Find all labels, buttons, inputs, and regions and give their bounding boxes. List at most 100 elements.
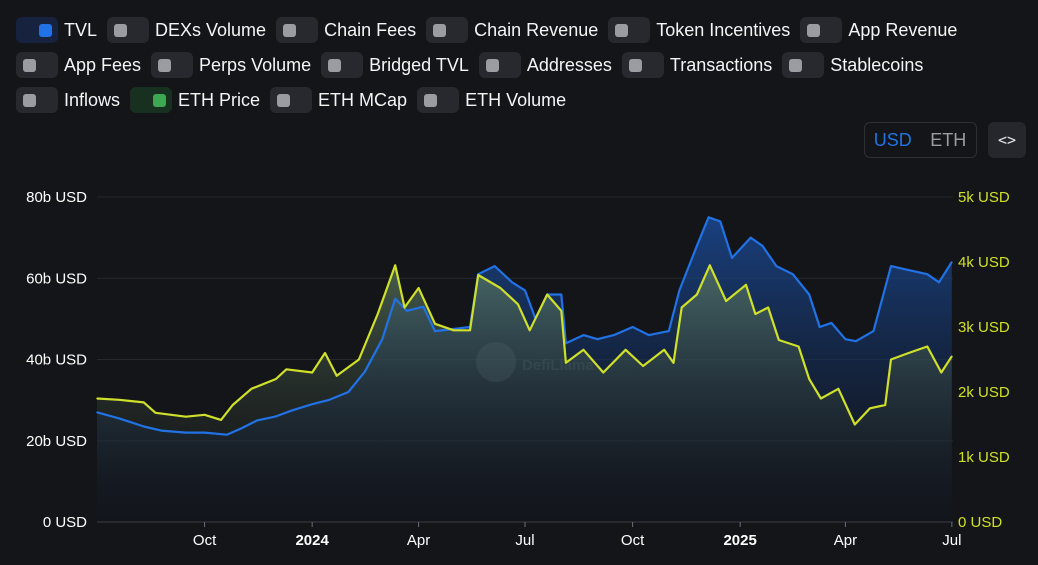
toggle-switch[interactable] [16, 17, 58, 43]
tvl-point [761, 245, 764, 247]
toggle-switch[interactable] [478, 52, 521, 78]
toggle-switch[interactable] [321, 52, 364, 78]
eth-price-point [335, 375, 338, 377]
tvl-point [678, 289, 681, 292]
eth-price-point [311, 371, 314, 374]
eth-price-point [767, 306, 769, 309]
toggle-switch[interactable] [621, 52, 664, 78]
y-right-tick-label: 0 USD [958, 514, 1002, 531]
eth-price-point [203, 414, 206, 416]
y-left-tick-label: 0 USD [43, 514, 87, 531]
tvl-point [275, 415, 277, 418]
tvl-point [775, 265, 778, 267]
eth-price-point [118, 399, 120, 401]
toggle-switch[interactable] [16, 52, 58, 78]
toggle-knob [283, 24, 297, 37]
tvl-point [160, 429, 163, 432]
tvl-point [696, 245, 698, 247]
toggle-app-fees[interactable]: App Fees [16, 52, 141, 78]
eth-price-point [907, 352, 910, 354]
grid-lines [97, 196, 953, 442]
toggle-eth-price[interactable]: ETH Price [130, 87, 260, 113]
toggle-switch[interactable] [417, 87, 460, 113]
tvl-point [749, 236, 752, 239]
tvl-point [240, 427, 242, 430]
tvl-point [596, 338, 599, 341]
toggle-eth-volume[interactable]: ETH Volume [417, 87, 566, 113]
toggle-perps-volume[interactable]: Perps Volume [151, 52, 311, 78]
toggle-switch[interactable] [276, 17, 319, 43]
toggle-chain-revenue[interactable]: Chain Revenue [426, 17, 598, 43]
x-tick-label: 2025 [723, 532, 756, 549]
tvl-point [631, 326, 634, 328]
y-left-tick-label: 80b USD [26, 189, 87, 206]
tvl-point [226, 433, 228, 436]
currency-option-usd[interactable]: USD [873, 129, 912, 150]
eth-price-point [324, 352, 326, 354]
toggle-switch[interactable] [800, 17, 843, 43]
toggle-switch[interactable] [426, 17, 469, 43]
toggle-knob [424, 94, 438, 107]
toggle-label: ETH Price [178, 89, 261, 110]
eth-price-point [546, 293, 548, 296]
tvl-point [731, 257, 733, 259]
tvl-point [938, 281, 940, 284]
tvl-point [818, 326, 821, 328]
toggle-knob [23, 94, 36, 107]
tvl-point [143, 425, 145, 428]
eth-price-point [394, 264, 397, 267]
eth-price-point [185, 415, 187, 418]
eth-price-point [808, 378, 810, 380]
eth-price-point [499, 287, 502, 289]
series-areas [97, 217, 952, 523]
eth-price-point [709, 264, 711, 267]
toggle-knob [328, 59, 342, 72]
toggle-switch[interactable] [608, 17, 651, 43]
toggle-app-revenue[interactable]: App Revenue [800, 17, 957, 43]
y-right-tick-label: 5k USD [958, 189, 1010, 206]
y-right-tick-label: 1k USD [958, 449, 1010, 466]
toggle-switch[interactable] [107, 17, 150, 43]
toggle-eth-mcap[interactable]: ETH MCap [270, 87, 407, 113]
toggle-knob [615, 24, 629, 37]
toggle-label: TVL [64, 19, 98, 40]
toggle-dexs-volume[interactable]: DEXs Volume [107, 17, 266, 43]
eth-price-point [154, 412, 157, 414]
toggle-switch[interactable] [151, 52, 194, 78]
tvl-point [203, 431, 206, 434]
eth-price-point [220, 419, 222, 421]
eth-price-point [926, 345, 929, 348]
y-axis-right: 0 USD 1k USD 2k USD 3k USD 4k USD 5k USD [958, 189, 1010, 531]
toggle-inflows[interactable]: Inflows [16, 87, 120, 113]
tvl-point [493, 265, 496, 267]
toggle-switch[interactable] [130, 87, 173, 113]
eth-price-point [96, 397, 98, 400]
eth-price-point [696, 293, 698, 296]
toggle-switch[interactable] [16, 87, 58, 113]
toggle-switch[interactable] [270, 87, 313, 113]
toggle-label: ETH Volume [465, 89, 567, 110]
x-tick-label: Oct [621, 532, 645, 549]
y-left-tick-label: 20b USD [26, 433, 87, 450]
toggle-row: TVL DEXs Volume Chain Fees Chain Revenue Tok… [16, 16, 1026, 44]
eth-price-point [376, 313, 379, 315]
toggle-stablecoins[interactable]: Stablecoins [782, 52, 923, 78]
eth-price-point [477, 274, 480, 276]
toggle-knob [628, 59, 642, 72]
toggle-label: Token Incentives [656, 19, 791, 40]
currency-option-eth[interactable]: ETH [930, 129, 967, 150]
toggle-switch[interactable] [782, 52, 825, 78]
tvl-point [534, 318, 537, 320]
toggle-token-incentives[interactable]: Token Incentives [608, 17, 790, 43]
toggle-chain-fees[interactable]: Chain Fees [276, 17, 416, 43]
toggle-knob [114, 24, 128, 37]
toggle-transactions[interactable]: Transactions [621, 52, 772, 78]
x-tick-label: Oct [193, 532, 217, 549]
toggle-addresses[interactable]: Addresses [478, 52, 612, 78]
tvl-point [830, 322, 833, 324]
toggle-tvl[interactable]: TVL [16, 17, 97, 43]
x-tick-label: Apr [407, 532, 430, 549]
toggle-bridged-tvl[interactable]: Bridged TVL [321, 52, 469, 78]
toggle-knob [39, 24, 52, 37]
embed-code-button[interactable]: <> [988, 122, 1026, 158]
